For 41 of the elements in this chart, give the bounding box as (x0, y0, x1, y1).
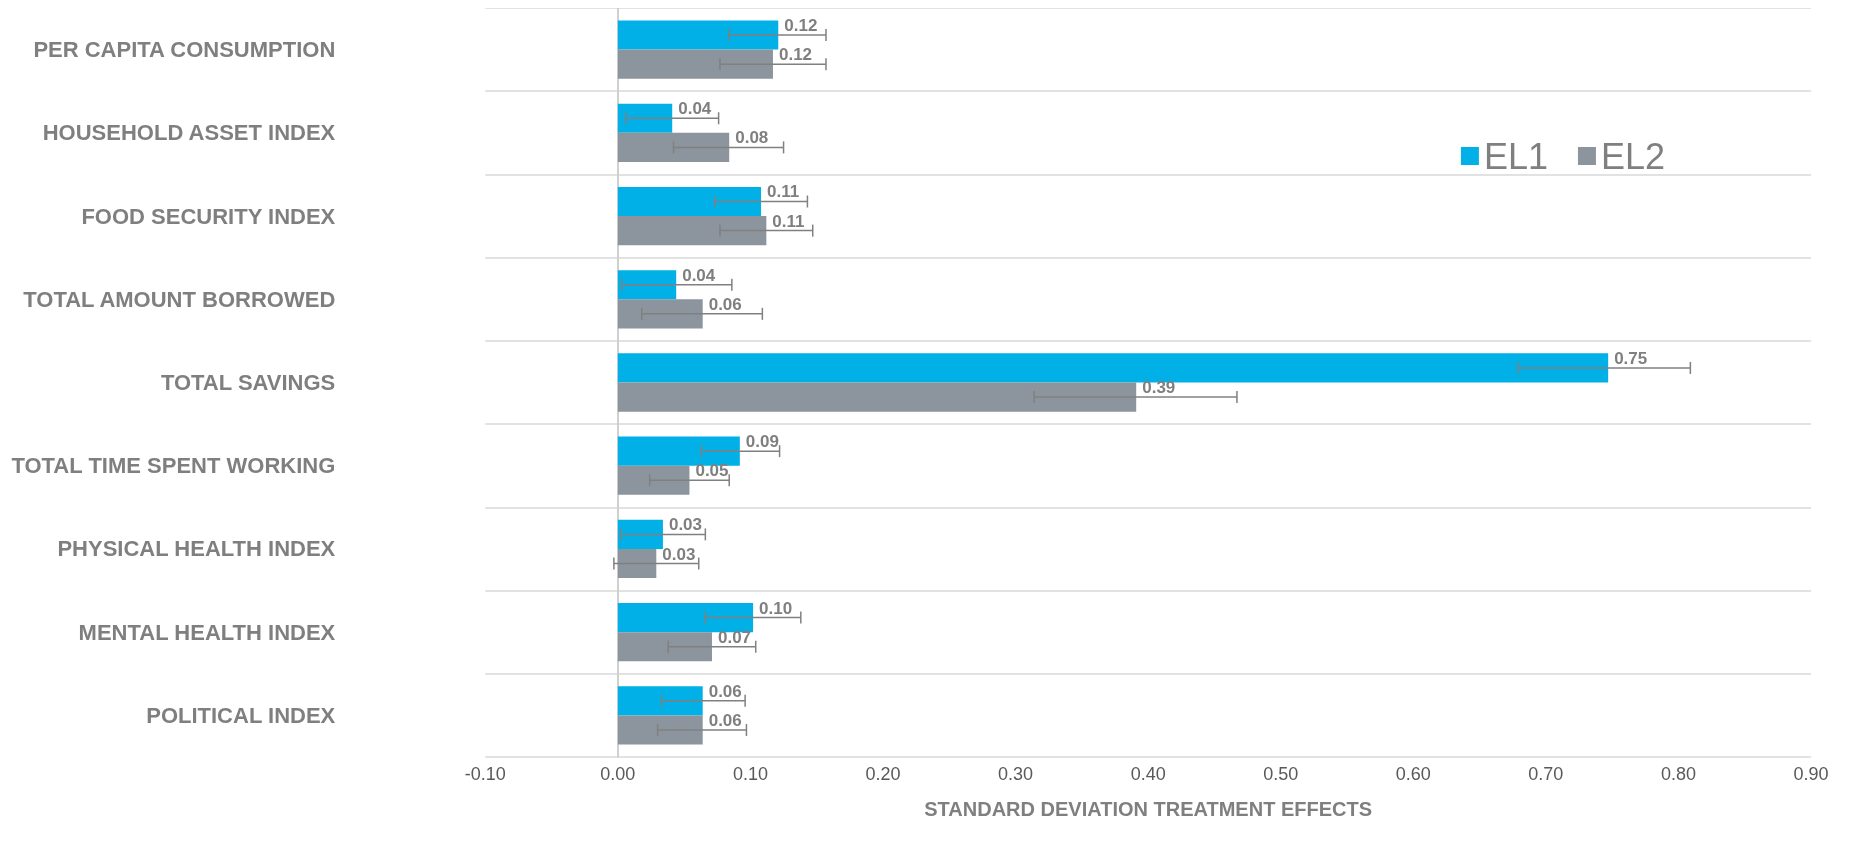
x-tick-label: 0.00 (600, 764, 636, 784)
y-tick-label: PHYSICAL HEALTH INDEX (57, 536, 336, 562)
data-label: 0.04 (678, 99, 712, 119)
y-tick-label: POLITICAL INDEX (146, 702, 336, 728)
x-tick-label: -0.10 (464, 764, 506, 784)
legend-label: EL1 (1483, 135, 1548, 177)
data-label: 0.06 (708, 294, 742, 314)
x-axis-title: STANDARD DEVIATION TREATMENT EFFECTS (924, 798, 1373, 820)
data-label: 0.11 (772, 211, 805, 231)
data-label: 0.12 (784, 16, 818, 36)
data-label: 0.39 (1142, 378, 1176, 398)
data-label: 0.11 (767, 182, 800, 202)
y-tick-label: HOUSEHOLD ASSET INDEX (42, 120, 336, 146)
y-tick-label: FOOD SECURITY INDEX (81, 203, 336, 229)
x-tick-label: 0.80 (1660, 764, 1696, 784)
data-label: 0.10 (759, 598, 793, 618)
y-tick-label: TOTAL AMOUNT BORROWED (23, 286, 336, 312)
data-label: 0.05 (695, 461, 729, 481)
data-label: 0.03 (668, 515, 703, 535)
x-tick-label: 0.90 (1793, 764, 1829, 784)
y-tick-label: TOTAL TIME SPENT WORKING (11, 453, 336, 479)
data-label: 0.06 (708, 710, 742, 730)
data-label: 0.04 (682, 265, 716, 285)
x-tick-label: 0.10 (732, 764, 768, 784)
y-tick-label: PER CAPITA CONSUMPTION (33, 37, 336, 63)
data-label: 0.03 (662, 544, 696, 564)
x-tick-label: 0.20 (865, 764, 901, 784)
data-label: 0.08 (735, 128, 769, 148)
x-tick-label: 0.40 (1130, 764, 1166, 784)
x-tick-label: 0.60 (1395, 764, 1431, 784)
y-tick-label: MENTAL HEALTH INDEX (78, 619, 336, 645)
x-tick-label: 0.50 (1263, 764, 1299, 784)
data-label: 0.12 (778, 45, 813, 65)
x-tick-label: 0.70 (1528, 764, 1564, 784)
x-tick-label: 0.30 (998, 764, 1034, 784)
y-tick-label: TOTAL SAVINGS (160, 370, 336, 395)
data-label: 0.09 (745, 432, 779, 452)
legend-label: EL2 (1600, 135, 1666, 177)
data-label: 0.75 (1614, 348, 1648, 368)
data-label: 0.06 (708, 681, 742, 701)
data-label: 0.07 (717, 627, 752, 647)
